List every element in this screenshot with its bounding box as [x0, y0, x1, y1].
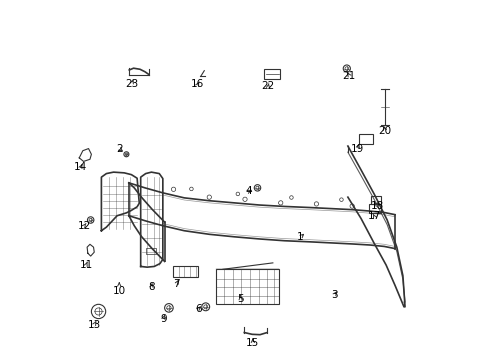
- Text: 12: 12: [77, 221, 91, 231]
- Text: 2: 2: [116, 144, 122, 154]
- Bar: [264, 68, 280, 79]
- Bar: [371, 197, 381, 204]
- Text: 8: 8: [148, 282, 155, 292]
- Bar: [359, 134, 373, 144]
- Text: 14: 14: [74, 162, 87, 172]
- Text: 3: 3: [331, 290, 338, 300]
- Text: 19: 19: [351, 144, 364, 154]
- Text: 6: 6: [195, 303, 202, 314]
- Text: 4: 4: [245, 186, 252, 197]
- Text: 22: 22: [262, 81, 275, 91]
- Text: 20: 20: [378, 126, 392, 136]
- Text: 21: 21: [343, 71, 356, 81]
- Text: 7: 7: [173, 279, 180, 289]
- Bar: [216, 269, 279, 304]
- Text: 18: 18: [371, 201, 385, 211]
- Text: 10: 10: [113, 283, 126, 296]
- Bar: [173, 266, 198, 277]
- Text: 23: 23: [125, 79, 138, 89]
- Bar: [369, 203, 381, 213]
- Text: 16: 16: [191, 79, 204, 89]
- Text: 13: 13: [88, 320, 101, 330]
- Text: 17: 17: [368, 211, 381, 221]
- Text: 5: 5: [237, 294, 244, 303]
- Text: 9: 9: [160, 314, 167, 324]
- Text: 1: 1: [297, 232, 304, 242]
- Text: 11: 11: [79, 260, 93, 270]
- Text: 15: 15: [246, 338, 260, 347]
- Bar: [147, 248, 156, 254]
